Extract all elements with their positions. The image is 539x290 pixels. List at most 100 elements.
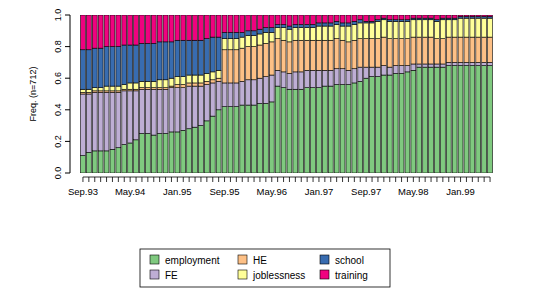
x-tick (395, 177, 396, 182)
bar-segment (169, 15, 174, 42)
bar-segment (440, 39, 445, 64)
x-tick (230, 177, 231, 182)
bar-segment (464, 62, 469, 65)
bar-segment (334, 24, 339, 38)
bar-segment (458, 15, 463, 17)
bar-segment (376, 67, 381, 76)
bar-segment (187, 75, 192, 83)
x-tick (330, 177, 331, 182)
bar-segment (311, 88, 316, 173)
bar-segment (470, 62, 475, 65)
bar-segment (482, 18, 487, 37)
bar-segment (210, 15, 215, 37)
bar-segment (134, 91, 139, 140)
bar-segment (246, 47, 251, 80)
bar-segment (482, 62, 487, 65)
bar-segment (346, 85, 351, 173)
bar-segment (169, 42, 174, 78)
bar-segment (204, 81, 209, 84)
x-tick (283, 177, 284, 182)
x-tick (254, 177, 255, 182)
bar-segment (399, 15, 404, 20)
x-tick (307, 177, 308, 182)
bar-segment (187, 15, 192, 40)
bar-segment (210, 116, 215, 173)
bar-segment (222, 15, 227, 32)
bar-segment (435, 64, 440, 67)
bar-segment (458, 37, 463, 62)
bar-segment (387, 67, 392, 75)
legend-label: HE (253, 255, 267, 266)
legend-swatch (238, 270, 247, 279)
bar-segment (157, 134, 162, 174)
x-tick (472, 177, 473, 182)
x-tick (460, 177, 461, 182)
bar-segment (293, 72, 298, 89)
bar-segment (263, 103, 268, 173)
bar-segment (104, 15, 109, 47)
bar-segment (423, 15, 428, 18)
bar-segment (287, 89, 292, 173)
bar-segment (281, 40, 286, 72)
x-tick (383, 177, 384, 182)
bar-segment (98, 88, 103, 91)
bar-segment (352, 24, 357, 40)
bar-segment (234, 83, 239, 107)
bar-segment (199, 15, 204, 40)
bar-segment (440, 15, 445, 18)
x-tick-label: Sep.97 (351, 186, 381, 197)
x-tick (401, 177, 402, 182)
x-tick (177, 177, 178, 182)
bar-segment (252, 47, 257, 80)
y-tick (65, 109, 70, 110)
x-tick (94, 177, 95, 182)
bar-segment (322, 26, 327, 40)
bar-segment (417, 37, 422, 64)
x-tick (425, 177, 426, 182)
bar-segment (258, 15, 263, 29)
bar-segment (140, 15, 145, 43)
bar-segment (376, 15, 381, 20)
bar-segment (240, 48, 245, 81)
bar-segment (222, 83, 227, 107)
x-tick (301, 177, 302, 182)
bar-segment (92, 88, 97, 91)
bar-segment (193, 127, 198, 173)
bar-segment (193, 83, 198, 86)
bar-segment (340, 85, 345, 173)
bar-segment (228, 50, 233, 83)
bar-segment (98, 15, 103, 48)
bar-segment (98, 151, 103, 173)
bar-segment (334, 21, 339, 24)
bar-segment (305, 88, 310, 173)
bar-segment (423, 64, 428, 67)
y-tick-label: 0.2 (53, 135, 63, 148)
bar-segment (199, 75, 204, 83)
bar-segment (86, 15, 91, 50)
bar-segment (423, 20, 428, 37)
bar-segment (446, 37, 451, 62)
x-tick-label: Jan.97 (305, 186, 334, 197)
bar-segment (246, 31, 251, 36)
bar-segment (328, 40, 333, 70)
x-tick (289, 177, 290, 182)
bar-segment (381, 15, 386, 18)
bar-segment (464, 18, 469, 37)
bar-segment (387, 39, 392, 67)
bar-segment (305, 70, 310, 87)
y-tick (65, 15, 70, 16)
bar-segment (181, 85, 186, 88)
bar-segment (381, 37, 386, 65)
x-tick (419, 177, 420, 182)
bar-segment (299, 15, 304, 24)
bar-segment (228, 39, 233, 50)
y-tick-label: 0.8 (53, 40, 63, 53)
bar-segment (240, 15, 245, 32)
y-tick-label: 1.0 (53, 9, 63, 22)
x-tick (271, 177, 272, 182)
bar-segment (405, 15, 410, 20)
bar-segment (387, 75, 392, 173)
bar-segment (417, 15, 422, 18)
bar-segment (199, 83, 204, 86)
bar-segment (364, 15, 369, 21)
